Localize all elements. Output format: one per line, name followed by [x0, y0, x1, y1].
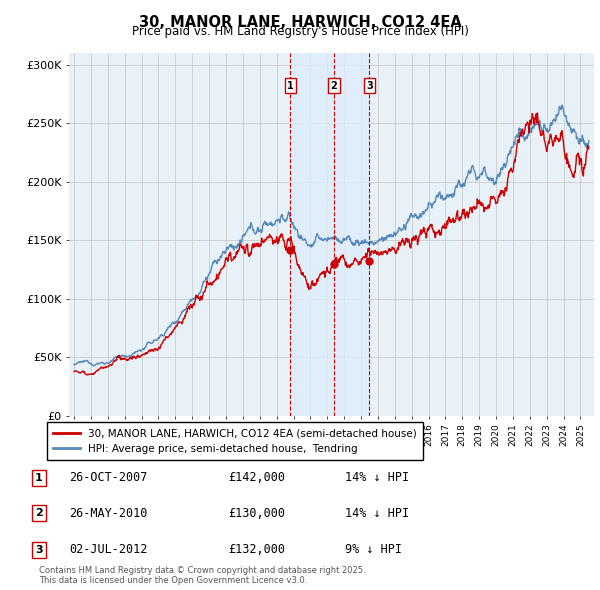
Text: 3: 3 — [366, 81, 373, 91]
Text: 2: 2 — [331, 81, 337, 91]
Text: 02-JUL-2012: 02-JUL-2012 — [69, 543, 148, 556]
Text: 14% ↓ HPI: 14% ↓ HPI — [345, 471, 409, 484]
Text: Contains HM Land Registry data © Crown copyright and database right 2025.
This d: Contains HM Land Registry data © Crown c… — [39, 566, 365, 585]
Text: 1: 1 — [287, 81, 294, 91]
Text: Price paid vs. HM Land Registry's House Price Index (HPI): Price paid vs. HM Land Registry's House … — [131, 25, 469, 38]
Bar — [290, 53, 370, 416]
Text: 26-OCT-2007: 26-OCT-2007 — [69, 471, 148, 484]
Text: £132,000: £132,000 — [228, 543, 285, 556]
Text: £130,000: £130,000 — [228, 507, 285, 520]
Text: £142,000: £142,000 — [228, 471, 285, 484]
Text: 1: 1 — [35, 473, 43, 483]
Legend: 30, MANOR LANE, HARWICH, CO12 4EA (semi-detached house), HPI: Average price, sem: 30, MANOR LANE, HARWICH, CO12 4EA (semi-… — [47, 422, 423, 460]
Text: 30, MANOR LANE, HARWICH, CO12 4EA: 30, MANOR LANE, HARWICH, CO12 4EA — [139, 15, 461, 30]
Text: 26-MAY-2010: 26-MAY-2010 — [69, 507, 148, 520]
Text: 3: 3 — [35, 545, 43, 555]
Text: 14% ↓ HPI: 14% ↓ HPI — [345, 507, 409, 520]
Text: 2: 2 — [35, 509, 43, 518]
Text: 9% ↓ HPI: 9% ↓ HPI — [345, 543, 402, 556]
